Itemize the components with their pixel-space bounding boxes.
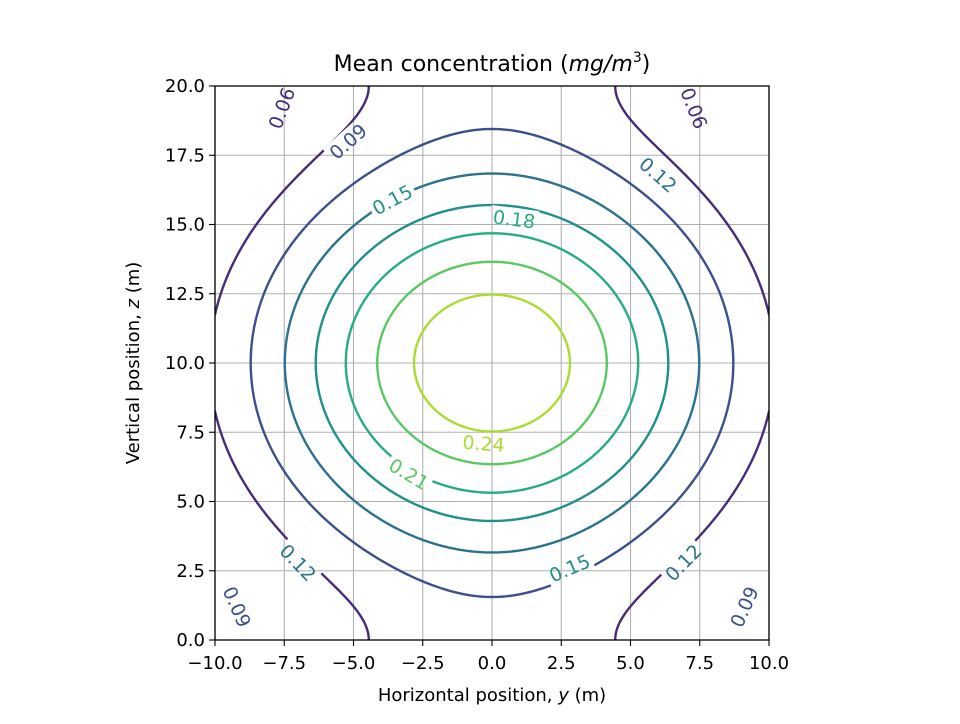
- axis-ticks: −10.0 −7.5 −5.0 −2.5 0.0 2.5 5.0 7.5 10.0 0.0 2.5 5…: [165, 76, 789, 674]
- x-tick-label: −7.5: [262, 653, 306, 674]
- x-tick-label: 5.0: [616, 653, 645, 674]
- contour-line-0.06: [215, 86, 769, 640]
- x-axis-label-unit: (m): [569, 685, 606, 706]
- x-axis-label-plain: Horizontal position,: [378, 685, 558, 706]
- title-math: mg/m: [569, 52, 633, 77]
- x-tick-label: −2.5: [401, 653, 445, 674]
- y-tick-label: 0.0: [176, 630, 205, 651]
- x-tick-label: 7.5: [685, 653, 714, 674]
- contour-line-0.12: [283, 172, 701, 554]
- chart-title: Mean concentration (mg/m3): [334, 50, 651, 77]
- contour-line-0.18: [344, 232, 640, 494]
- y-axis-label-var: z: [123, 298, 144, 309]
- x-tick-label: −5.0: [332, 653, 376, 674]
- y-tick-label: 10.0: [165, 353, 205, 374]
- x-tick-label: 0.0: [478, 653, 507, 674]
- contour-label-0.24: 0.24: [462, 432, 506, 457]
- y-tick-label: 5.0: [176, 492, 205, 513]
- y-tick-label: 17.5: [165, 145, 205, 166]
- y-axis-label-plain: Vertical position,: [123, 308, 144, 464]
- contour-line-0.21: [376, 260, 608, 466]
- x-tick-label: 10.0: [749, 653, 789, 674]
- contour-label-0.18: 0.18: [492, 206, 537, 233]
- y-tick-label: 2.5: [176, 561, 205, 582]
- y-tick-label: 7.5: [176, 422, 205, 443]
- x-axis-label-var: y: [557, 685, 569, 706]
- x-tick-label: 2.5: [547, 653, 576, 674]
- contour-line-0.24: [412, 293, 572, 433]
- y-axis-label-unit: (m): [123, 262, 144, 299]
- title-plain: Mean concentration (: [334, 52, 569, 77]
- x-tick-label: −10.0: [187, 653, 242, 674]
- contour-line-0.15: [314, 203, 670, 523]
- y-tick-label: 15.0: [165, 215, 205, 236]
- title-close: ): [642, 52, 651, 77]
- x-axis-label: Horizontal position, y (m): [378, 685, 606, 706]
- contour-lines: [215, 86, 769, 640]
- y-axis-label: Vertical position, z (m): [123, 262, 144, 465]
- y-tick-label: 20.0: [165, 76, 205, 97]
- title-superscript: 3: [633, 50, 642, 66]
- y-tick-label: 12.5: [165, 284, 205, 305]
- contour-line-0.09: [249, 127, 735, 599]
